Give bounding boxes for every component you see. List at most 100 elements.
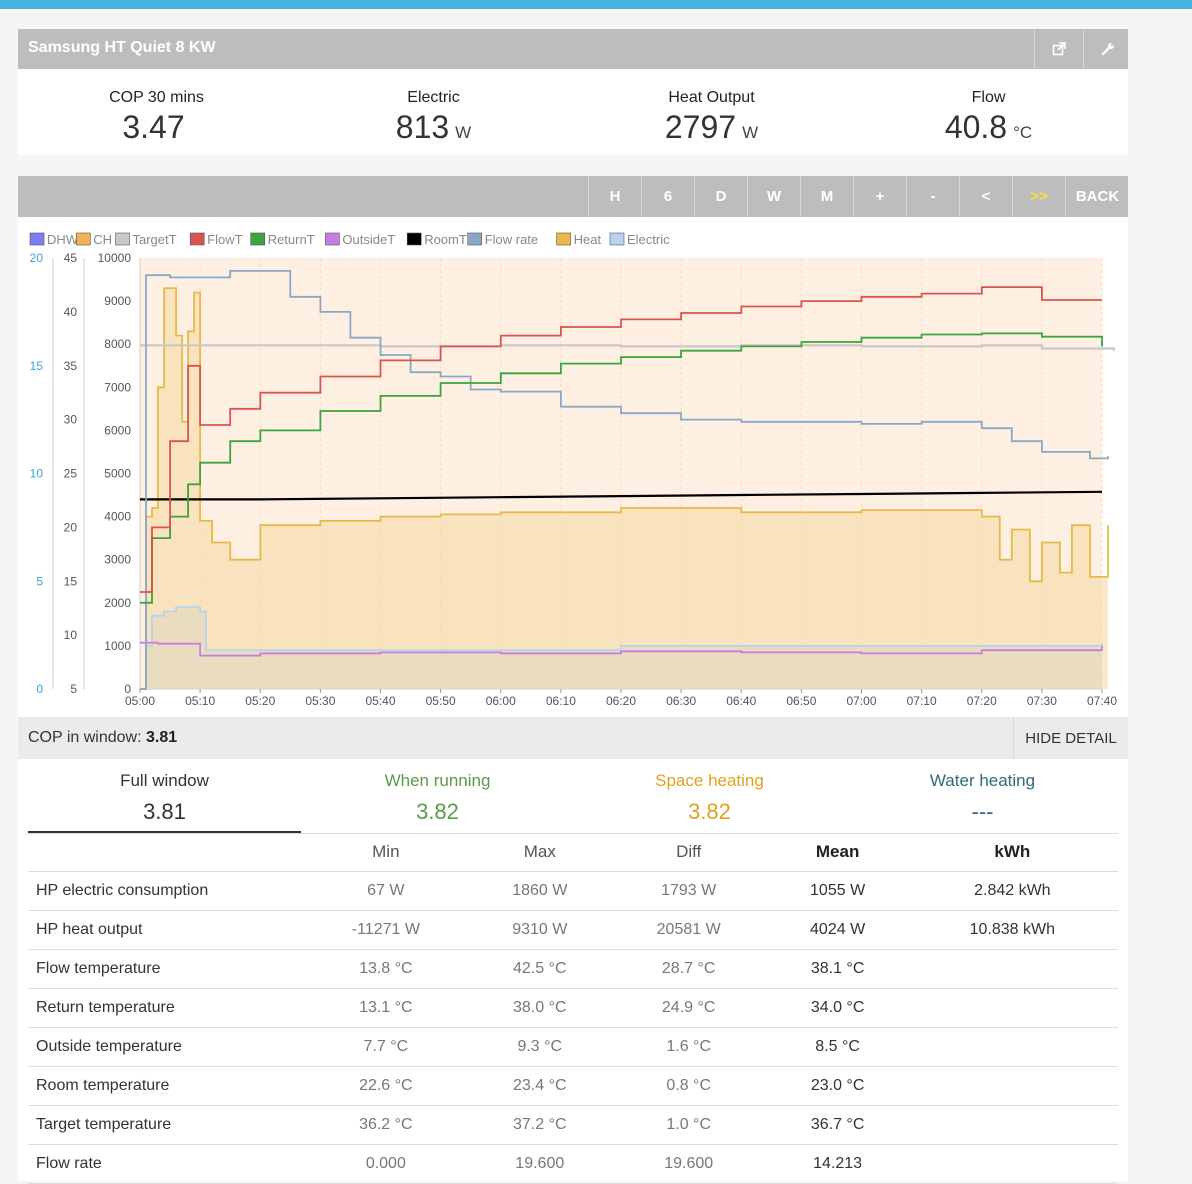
y-tick-label-temperature: 5 [70, 682, 77, 696]
stat-label: Electric [407, 89, 460, 106]
wrench-icon [1101, 43, 1114, 56]
range-week-button[interactable]: W [747, 176, 800, 217]
series-roomt-line [140, 490, 1103, 501]
cell-diff: 0.8 °C [608, 1066, 769, 1106]
range-day-button[interactable]: D [694, 176, 747, 217]
cell-diff: 1.0 °C [608, 1105, 769, 1145]
y-tick-label-flow-rate: 0 [36, 682, 43, 696]
tab-value: 3.81 [143, 799, 186, 824]
legend-label: CH [93, 232, 112, 247]
cell-min: 0.000 [301, 1144, 471, 1184]
stat-label: Heat Output [668, 89, 755, 106]
series-flow-rate-line [140, 270, 1109, 690]
series-returnt-line [140, 332, 1103, 604]
open-external-button[interactable] [1034, 29, 1083, 69]
series-flowt-line [140, 286, 1102, 593]
cell-max: 19.600 [470, 1144, 609, 1184]
tab-value: --- [971, 799, 994, 824]
cell-max: 37.2 °C [470, 1105, 609, 1145]
table-row: Flow rate 0.000 19.600 19.600 14.213 [28, 1144, 1118, 1184]
y-tick-label-power: 2000 [104, 596, 131, 610]
x-tick-label: 07:10 [907, 694, 937, 708]
legend-label: DHW [47, 232, 79, 247]
pan-right-button[interactable]: >> [1012, 176, 1065, 217]
cell-mean: 8.5 °C [768, 1027, 907, 1067]
header-mean: Mean [768, 833, 907, 872]
stat-heat-output: Heat Output 2797 W [573, 89, 850, 146]
legend-swatch [29, 232, 45, 246]
stat-unit: W [742, 123, 759, 142]
cell-max: 38.0 °C [470, 988, 609, 1028]
header-min: Min [301, 833, 471, 872]
header-kwh: kWh [906, 833, 1118, 872]
cop-window-bar: COP in window: 3.81 HIDE DETAIL [18, 717, 1128, 759]
stats-panel: COP 30 mins 3.47 Electric 813 W Heat Outp… [18, 69, 1128, 155]
x-tick-label: 06:50 [786, 694, 816, 708]
x-tick-label: 06:30 [666, 694, 696, 708]
cell-kwh [906, 1105, 1118, 1145]
stat-unit: W [455, 123, 472, 142]
range-6h-button[interactable]: 6 [641, 176, 694, 217]
cell-mean: 23.0 °C [768, 1066, 907, 1106]
stat-electric: Electric 813 W [295, 89, 572, 146]
y-tick-label-flow-rate: 10 [30, 467, 44, 481]
cell-max: 42.5 °C [470, 949, 609, 989]
y-tick-label-temperature: 15 [64, 574, 78, 588]
cell-min: 13.8 °C [301, 949, 471, 989]
table-row: Room temperature 22.6 °C 23.4 °C 0.8 °C … [28, 1066, 1118, 1106]
tab-water-heating[interactable]: Water heating --- [846, 759, 1119, 832]
cell-diff: 19.600 [608, 1144, 769, 1184]
legend-label: Heat [574, 232, 602, 247]
cop-tabs: Full window 3.81 When running 3.82 Space… [28, 759, 1118, 834]
legend-label: Electric [627, 232, 670, 247]
row-name: Target temperature [28, 1105, 301, 1145]
row-name: Flow rate [28, 1144, 301, 1184]
tab-label: Space heating [655, 771, 764, 790]
y-tick-label-temperature: 40 [64, 305, 78, 319]
chart-toolbar: H 6 D W M + - < >> BACK [18, 176, 1128, 217]
heatpump-chart[interactable]: 0 5 10 15 20 5 10 15 20 25 30 35 40 45 0 1000 2000 3000 40… [18, 217, 1128, 717]
y-tick-label-power: 6000 [104, 423, 131, 437]
pan-left-button[interactable]: < [959, 176, 1012, 217]
cell-diff: 1.6 °C [608, 1027, 769, 1067]
y-tick-label-temperature: 30 [64, 413, 78, 427]
external-link-icon [1052, 42, 1066, 56]
table-row: Target temperature 36.2 °C 37.2 °C 1.0 °… [28, 1105, 1118, 1145]
app-header: Samsung HT Quiet 8 KW [18, 29, 1128, 69]
zoom-in-button[interactable]: + [853, 176, 906, 217]
cell-mean: 36.7 °C [768, 1105, 907, 1145]
y-tick-label-power: 1000 [104, 639, 131, 653]
legend-swatch [115, 232, 130, 246]
range-month-button[interactable]: M [800, 176, 853, 217]
stat-value: 813 [395, 109, 450, 145]
tab-value: 3.82 [416, 799, 459, 824]
zoom-out-button[interactable]: - [906, 176, 959, 217]
cell-max: 9.3 °C [470, 1027, 609, 1067]
legend-label: TargetT [133, 232, 177, 247]
settings-button[interactable] [1083, 29, 1132, 69]
legend-swatch [609, 232, 625, 246]
header-diff: Diff [608, 833, 769, 872]
row-name: HP electric consumption [28, 871, 301, 911]
tab-when-running[interactable]: When running 3.82 [301, 759, 574, 832]
table-row: Flow temperature 13.8 °C 42.5 °C 28.7 °C… [28, 949, 1118, 989]
range-hour-button[interactable]: H [588, 176, 641, 217]
cell-max: 9310 W [470, 910, 609, 950]
cell-max: 23.4 °C [470, 1066, 609, 1106]
x-tick-label: 06:20 [606, 694, 636, 708]
row-name: Flow temperature [28, 949, 301, 989]
cell-mean: 38.1 °C [768, 949, 907, 989]
row-name: Outside temperature [28, 1027, 301, 1067]
tab-label: When running [384, 771, 491, 790]
tab-space-heating[interactable]: Space heating 3.82 [573, 759, 846, 832]
x-tick-label: 07:00 [846, 694, 876, 708]
hide-detail-button[interactable]: HIDE DETAIL [1013, 717, 1128, 759]
cell-max: 1860 W [470, 871, 609, 911]
legend-label: FlowT [207, 232, 242, 247]
x-tick-label: 06:40 [726, 694, 756, 708]
back-button[interactable]: BACK [1065, 176, 1129, 217]
chart-area: 0 5 10 15 20 5 10 15 20 25 30 35 40 45 0 1000 2000 3000 40… [18, 217, 1128, 717]
tab-full-window[interactable]: Full window 3.81 [28, 759, 301, 833]
stats-table: Min Max Diff Mean kWh HP electric consum… [28, 833, 1118, 1184]
y-tick-label-flow-rate: 20 [30, 251, 44, 265]
